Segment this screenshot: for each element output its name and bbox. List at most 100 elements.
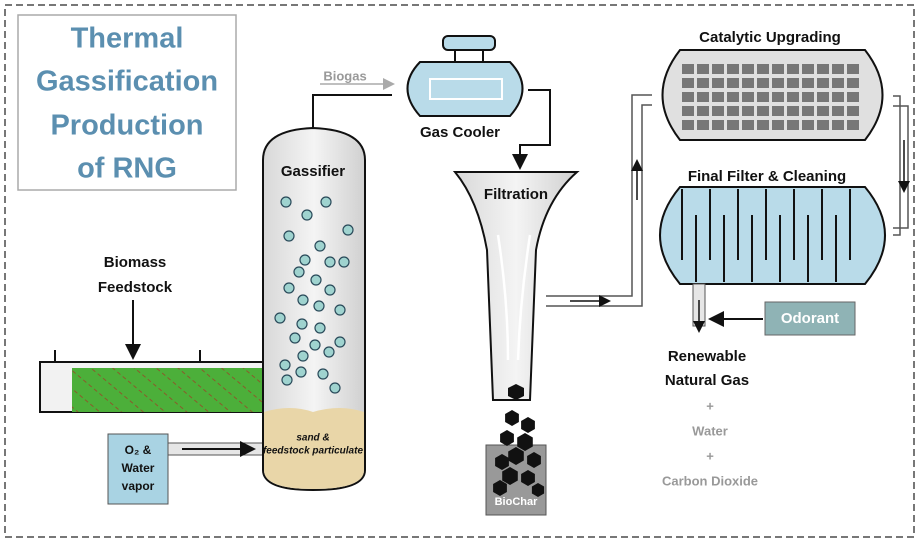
biochar-piece (508, 447, 524, 465)
catalyst-cell (832, 120, 844, 130)
label: Water (122, 461, 155, 475)
catalyst-cell (817, 106, 829, 116)
catalyst-cell (832, 64, 844, 74)
biochar-piece (502, 467, 518, 485)
catalyst-cell (712, 78, 724, 88)
catalyst-cell (847, 106, 859, 116)
catalyst-cell (742, 64, 754, 74)
biochar-piece (505, 410, 519, 426)
label: sand & (296, 433, 329, 444)
catalyst-cell (802, 92, 814, 102)
title-line: Production (50, 110, 203, 142)
label: Gas Cooler (420, 124, 500, 141)
final-filter (659, 186, 886, 285)
catalyst-cell (832, 92, 844, 102)
catalyst-cell (742, 78, 754, 88)
catalyst-cell (727, 92, 739, 102)
biochar-piece (521, 417, 535, 433)
catalyst-cell (847, 120, 859, 130)
bubble (295, 366, 307, 378)
label: Filtration (484, 186, 548, 203)
catalyst-cell (757, 78, 769, 88)
bubble (296, 318, 308, 330)
label: Catalytic Upgrading (699, 29, 841, 46)
catalyst-cell (697, 64, 709, 74)
catalyst-cell (757, 120, 769, 130)
bubble (297, 350, 309, 362)
bubble (313, 300, 325, 312)
catalyst-cell (712, 120, 724, 130)
border (4, 4, 915, 538)
arrow (512, 89, 551, 170)
catalyst-cell (757, 64, 769, 74)
catalyst-cell (682, 64, 694, 74)
bubble (310, 274, 322, 286)
bubble (281, 374, 293, 386)
title-line: of RNG (77, 153, 177, 185)
output: Carbon Dioxide (662, 473, 758, 488)
catalyst-cell (772, 92, 784, 102)
pipe (312, 94, 392, 130)
catalyst-cell (802, 78, 814, 88)
bubble (334, 336, 346, 348)
bubble (301, 209, 313, 221)
output: + (706, 398, 714, 413)
biochar-piece (521, 470, 535, 486)
catalyst-cell (727, 106, 739, 116)
bubble (338, 256, 350, 268)
catalyst-cell (787, 92, 799, 102)
odorant-box (764, 301, 856, 336)
biochar-piece (517, 433, 533, 451)
title-box (17, 14, 237, 191)
catalyst-cell (682, 120, 694, 130)
catalyst-cell (712, 92, 724, 102)
output: Water (692, 423, 728, 438)
bubble (324, 256, 336, 268)
biochar-piece (531, 483, 545, 497)
funnel (452, 171, 580, 401)
catalyst-cell (787, 78, 799, 88)
catalyst-cell (772, 78, 784, 88)
bubble (280, 196, 292, 208)
bubble (299, 254, 311, 266)
catalyst-cell (682, 92, 694, 102)
catalyst-cell (772, 120, 784, 130)
output: + (706, 448, 714, 463)
biochar-piece (495, 454, 509, 470)
catalyst-cell (832, 106, 844, 116)
catalyst-cell (772, 64, 784, 74)
bubble (342, 224, 354, 236)
label: BioChar (495, 496, 539, 508)
catalyst-cell (697, 92, 709, 102)
catalyst-cell (817, 78, 829, 88)
biochar-piece (500, 430, 514, 446)
title-line: Gassification (36, 66, 218, 98)
biomass (72, 368, 264, 412)
catalyst-cell (727, 120, 739, 130)
bubble (283, 282, 295, 294)
catalyst-cell (787, 106, 799, 116)
catalyst-cell (787, 120, 799, 130)
catalyst-cell (682, 78, 694, 88)
catalyst-cell (757, 92, 769, 102)
pipe (893, 95, 909, 236)
catalyst-cell (817, 64, 829, 74)
catalyst-cell (787, 64, 799, 74)
bubble (329, 382, 341, 394)
cooler-handle (442, 35, 496, 51)
catalyst-cell (742, 106, 754, 116)
catalyst-cell (817, 120, 829, 130)
catalyst-cell (772, 106, 784, 116)
gassifier (262, 126, 366, 492)
bubble (320, 196, 332, 208)
catalyst-cell (847, 92, 859, 102)
catalyst-cell (697, 78, 709, 88)
gas-cooler (406, 61, 524, 117)
catalyst-cell (757, 106, 769, 116)
output: Renewable (668, 348, 746, 365)
catalyst-cell (697, 120, 709, 130)
label: O₂ & (125, 443, 152, 457)
sand (264, 408, 364, 489)
catalyst-cell (802, 120, 814, 130)
